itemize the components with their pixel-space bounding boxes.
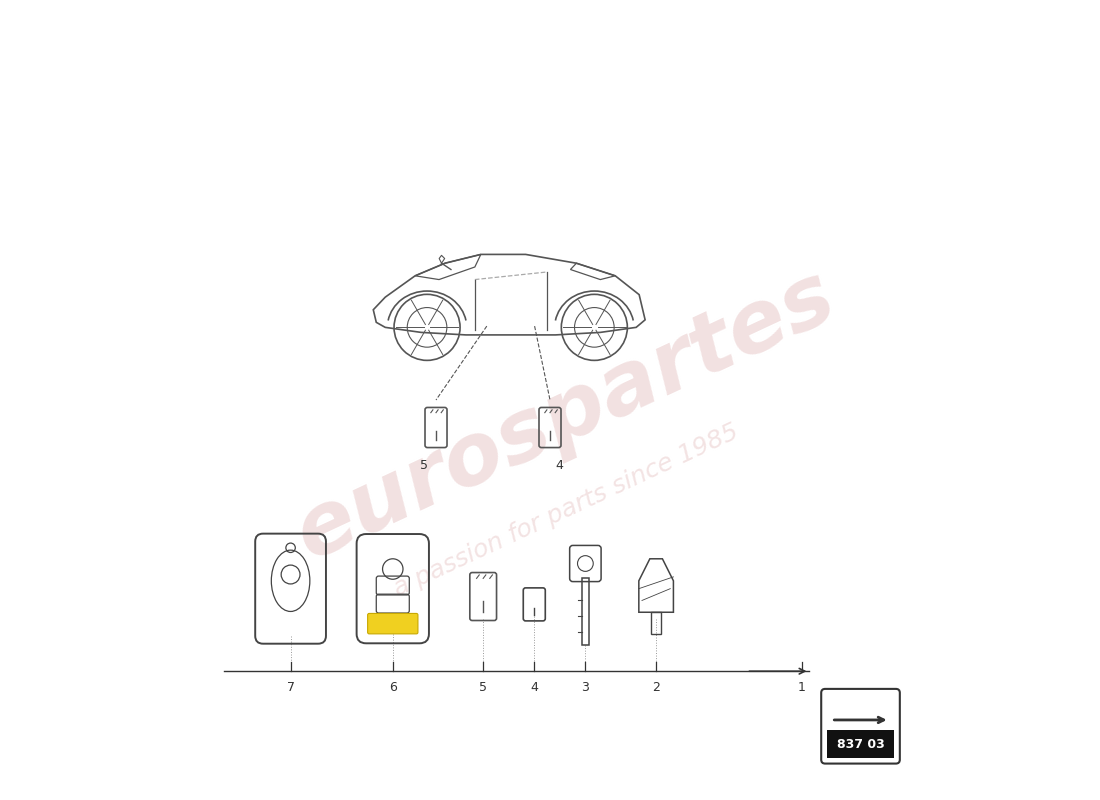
Text: a passion for parts since 1985: a passion for parts since 1985 [389, 419, 742, 601]
FancyBboxPatch shape [367, 614, 418, 634]
Bar [827, 730, 894, 758]
Bar [651, 612, 661, 634]
Text: 6: 6 [388, 681, 397, 694]
FancyBboxPatch shape [822, 689, 900, 763]
Text: 837 03: 837 03 [837, 738, 884, 750]
Text: 1: 1 [798, 681, 805, 694]
Text: eurospartes: eurospartes [283, 254, 848, 577]
Text: 5: 5 [480, 681, 487, 694]
Text: 2: 2 [652, 681, 660, 694]
Bar [582, 578, 588, 646]
Text: 3: 3 [582, 681, 590, 694]
Text: 7: 7 [287, 681, 295, 694]
Text: 5: 5 [420, 459, 428, 472]
Text: 4: 4 [530, 681, 538, 694]
Text: 4: 4 [556, 459, 563, 472]
